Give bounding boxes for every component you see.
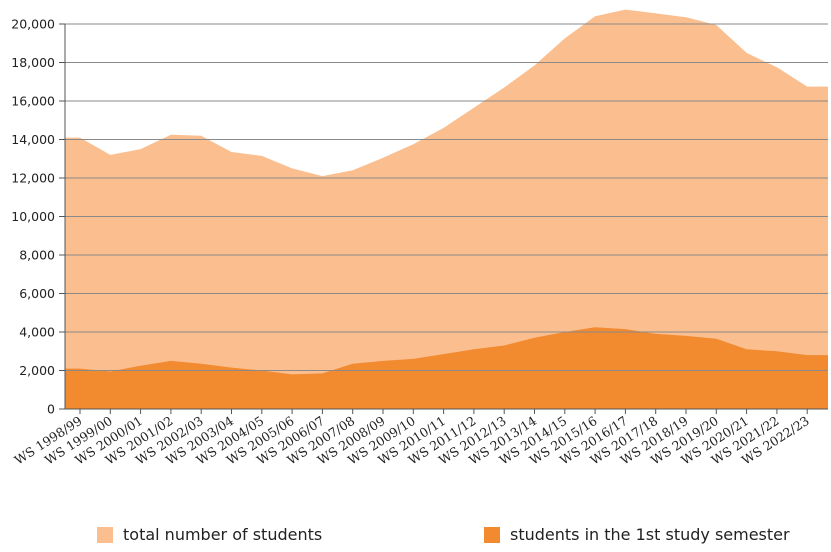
y-tick-label: 2,000 (19, 363, 55, 378)
y-tick-label: 10,000 (11, 209, 55, 224)
area-total-students (65, 9, 828, 409)
area-first-semester-students (65, 327, 828, 409)
y-tick-label: 20,000 (11, 17, 55, 32)
y-tick-label: 12,000 (11, 171, 55, 186)
y-tick-label: 16,000 (11, 94, 55, 109)
legend-label-total: total number of students (123, 525, 323, 544)
y-tick-label: 6,000 (19, 286, 55, 301)
y-tick-label: 14,000 (11, 132, 55, 147)
y-tick-label: 4,000 (19, 325, 55, 340)
legend-label-first-semester: students in the 1st study semester (510, 525, 790, 544)
legend-item-first-semester: students in the 1st study semester (484, 525, 790, 544)
y-tick-label: 18,000 (11, 55, 55, 70)
y-tick-label: 8,000 (19, 248, 55, 263)
legend-item-total: total number of students (97, 525, 322, 544)
legend-swatch-first-semester (484, 526, 500, 543)
legend-swatch-total (97, 526, 113, 543)
y-tick-label: 0 (47, 402, 55, 417)
